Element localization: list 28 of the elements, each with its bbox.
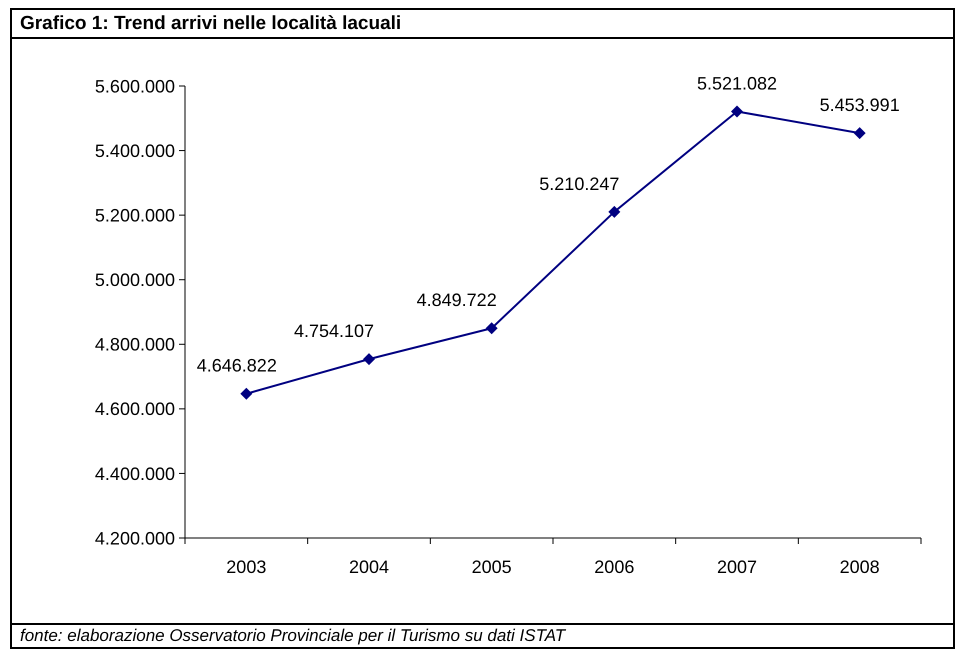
data-label: 5.521.082 [696, 73, 778, 94]
point [486, 322, 498, 334]
y-tick-label: 5.600.000 [94, 76, 175, 96]
data-label: 4.646.822 [196, 356, 277, 376]
y-tick-label: 4.800.000 [94, 334, 175, 355]
x-tick-label: 2007 [716, 556, 758, 577]
y-tick-label: 5.200.000 [94, 206, 175, 226]
y-tick-label: 4.600.000 [94, 399, 175, 420]
data-label: 4.754.107 [294, 321, 374, 342]
x-tick-label: 2004 [348, 556, 390, 577]
data-label: 5.453.991 [820, 95, 900, 116]
point [731, 105, 743, 118]
x-tick-label: 2006 [594, 556, 634, 577]
point [854, 127, 866, 140]
data-label: 5.210.247 [539, 174, 620, 194]
chart-title: Grafico 1: Trend arrivi nelle località lacuali [12, 10, 953, 39]
source-note: fonte: elaborazione Osservatorio Provinciale per il Turismo su dati ISTAT [20, 626, 566, 645]
x-tick-label: 2005 [472, 556, 512, 577]
point [608, 206, 620, 218]
data-label: 4.849.722 [416, 290, 497, 310]
y-tick-label: 4.200.000 [94, 528, 175, 548]
y-tick-label: 5.000.000 [94, 270, 175, 290]
point [240, 388, 252, 400]
point [363, 353, 375, 366]
y-tick-label: 4.400.000 [94, 464, 175, 484]
x-tick-label: 2003 [226, 556, 266, 577]
y-tick-label: 5.400.000 [94, 140, 175, 161]
x-tick-label: 2008 [840, 556, 880, 577]
